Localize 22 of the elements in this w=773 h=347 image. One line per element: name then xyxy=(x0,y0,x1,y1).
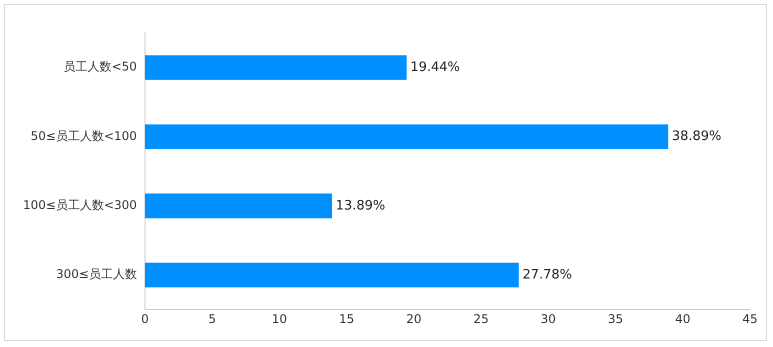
y-tick-label: 50≤员工人数<100 xyxy=(30,128,137,143)
bar xyxy=(144,194,332,218)
x-tick-label: 40 xyxy=(675,312,690,326)
x-tick-label: 25 xyxy=(473,312,489,326)
y-tick-label: 员工人数<50 xyxy=(64,60,137,74)
data-label: 19.44% xyxy=(410,60,460,75)
x-tick-label: 45 xyxy=(742,312,758,326)
bar xyxy=(144,124,668,150)
x-tick-label: 10 xyxy=(272,312,288,326)
x-tick-label: 5 xyxy=(208,312,216,326)
data-label: 27.78% xyxy=(522,267,572,282)
y-tick-label: 300≤员工人数 xyxy=(56,267,137,282)
data-label: 38.89% xyxy=(672,129,722,144)
data-label: 13.89% xyxy=(336,198,386,214)
bar xyxy=(144,262,519,288)
x-tick-label: 30 xyxy=(540,312,556,326)
bar xyxy=(144,55,407,80)
x-tick-label: 20 xyxy=(406,312,422,326)
x-tick-label: 0 xyxy=(141,312,149,326)
y-tick-label: 100≤员工人数<300 xyxy=(22,198,137,212)
x-tick-label: 15 xyxy=(338,312,354,326)
x-tick-label: 35 xyxy=(608,312,624,326)
